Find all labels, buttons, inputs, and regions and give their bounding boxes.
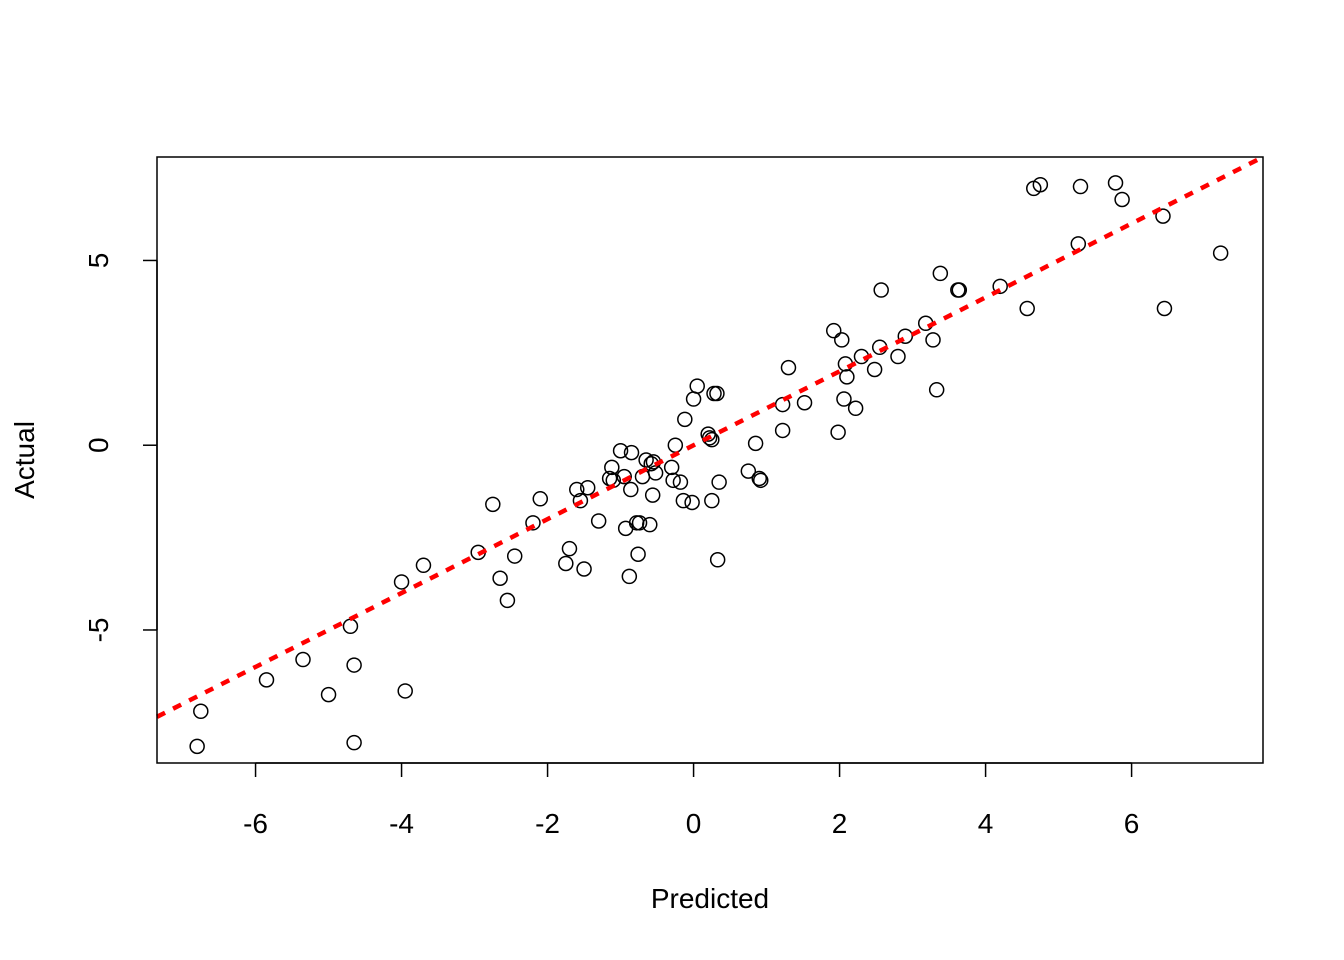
data-point — [1114, 191, 1130, 208]
data-point — [752, 472, 769, 489]
data-point — [415, 557, 432, 574]
data-point — [397, 683, 413, 699]
data-point — [631, 515, 648, 531]
data-point — [925, 332, 941, 348]
data-point — [747, 435, 764, 452]
y-tick-label: 0 — [83, 437, 114, 453]
data-point — [623, 481, 639, 498]
x-tick-label: -4 — [389, 808, 414, 839]
data-point — [774, 422, 791, 439]
data-point — [1032, 176, 1049, 193]
data-point — [258, 672, 275, 688]
y-tick-label: 5 — [83, 253, 114, 269]
x-tick-label: -6 — [243, 808, 268, 839]
data-point — [1019, 300, 1035, 317]
data-point — [346, 734, 362, 751]
data-point — [890, 348, 906, 365]
data-point — [492, 570, 508, 586]
data-point — [951, 282, 968, 298]
data-point — [189, 738, 205, 755]
data-point — [780, 359, 797, 376]
data-point — [393, 574, 410, 590]
x-tick-label: -2 — [535, 808, 560, 839]
data-point — [672, 474, 689, 490]
data-point — [346, 657, 362, 673]
data-point — [873, 282, 889, 298]
data-point — [295, 651, 311, 668]
data-point — [612, 443, 629, 459]
data-point — [796, 394, 813, 411]
data-point — [711, 474, 727, 490]
data-point — [834, 332, 850, 348]
x-axis: -6 -4 -2 0 2 4 6 — [243, 762, 1140, 839]
data-point — [709, 385, 725, 402]
reference-line-layer — [155, 154, 1265, 719]
data-point — [642, 516, 658, 533]
data-point — [740, 463, 757, 479]
data-point — [665, 472, 681, 489]
data-point — [532, 491, 549, 507]
data-layer — [189, 175, 1229, 755]
data-point — [604, 459, 620, 476]
data-point — [193, 703, 209, 720]
data-point — [644, 487, 661, 503]
x-tick-label: 0 — [686, 808, 702, 839]
y-tick-label: -5 — [83, 618, 114, 643]
data-point — [630, 546, 646, 562]
data-point — [1156, 300, 1173, 317]
data-point — [992, 278, 1008, 295]
data-point — [1107, 175, 1124, 191]
data-point — [847, 400, 864, 417]
data-point — [1072, 178, 1089, 195]
y-axis-label: Actual — [9, 421, 40, 499]
data-point — [558, 555, 574, 572]
data-point — [751, 470, 768, 487]
data-point — [704, 492, 720, 509]
data-point — [709, 552, 726, 568]
x-tick-label: 2 — [832, 808, 848, 839]
data-point — [616, 468, 632, 485]
data-point — [590, 513, 607, 529]
data-point — [1155, 208, 1171, 224]
data-point — [579, 479, 596, 496]
data-point — [621, 568, 638, 585]
data-point — [663, 459, 680, 476]
reference-line — [155, 154, 1265, 719]
data-point — [623, 444, 640, 461]
data-point — [506, 548, 523, 564]
data-point — [569, 481, 585, 498]
data-point — [561, 540, 578, 557]
x-tick-label: 6 — [1124, 808, 1140, 839]
data-point — [572, 492, 589, 509]
data-point — [928, 382, 945, 398]
data-point — [839, 369, 855, 385]
data-point — [701, 430, 718, 446]
data-point — [825, 322, 842, 339]
data-point — [684, 494, 700, 511]
data-point — [525, 515, 541, 531]
data-point — [866, 361, 883, 378]
data-point — [932, 265, 949, 282]
data-point — [689, 378, 705, 394]
x-tick-label: 4 — [978, 808, 994, 839]
data-point — [485, 496, 501, 513]
data-point — [499, 592, 516, 609]
data-point — [830, 424, 846, 441]
data-point — [1212, 245, 1229, 261]
data-point — [320, 686, 337, 703]
x-axis-label: Predicted — [651, 883, 769, 914]
y-axis: -5 0 5 — [83, 253, 158, 643]
data-point — [897, 328, 914, 344]
data-point — [576, 561, 592, 577]
data-point — [638, 452, 654, 468]
data-point — [675, 492, 692, 509]
data-point — [836, 391, 852, 407]
data-point — [677, 411, 693, 428]
